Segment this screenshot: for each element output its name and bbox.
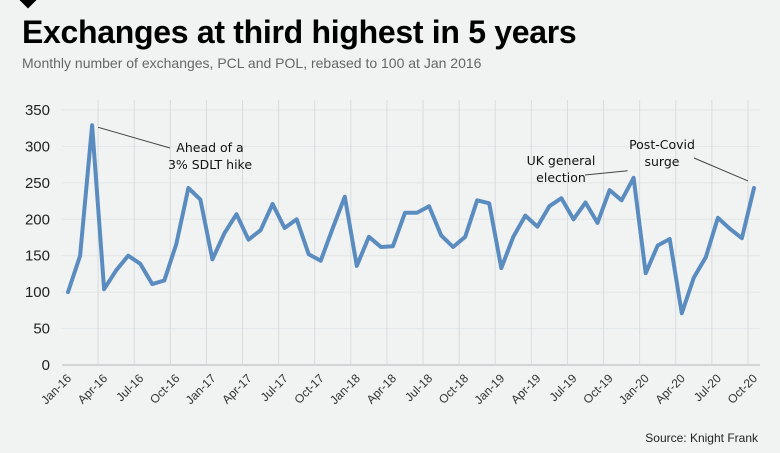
y-tick-label: 50 [33,321,50,338]
x-tick-label: Jul-20 [691,371,724,404]
x-tick-label: Jan-16 [38,371,74,407]
series-layer [66,123,756,316]
x-tick-label: Oct-16 [147,371,183,407]
source-note: Source: Knight Frank [645,431,758,445]
annotations-layer: Ahead of a 3% SDLT hike UK general election… [97,126,749,185]
annotation-label: Post-Covid [629,137,695,152]
y-tick-label: 300 [25,138,50,155]
series-line [66,123,756,316]
annotation-leader-line [97,126,171,149]
x-tick-label: Apr-16 [75,371,111,407]
annotation-label: Ahead of a [176,140,243,155]
x-tick-label: Jan-20 [616,371,652,407]
x-tick-label: Apr-19 [508,371,544,407]
x-tick-label: Oct-18 [436,371,472,407]
y-tick-label: 100 [25,284,50,301]
x-tick-label: Apr-20 [653,371,689,407]
x-tick-label: Jul-17 [258,371,291,404]
x-tick-label: Jul-19 [547,371,580,404]
chart-title: Exchanges at third highest in 5 years [22,14,577,50]
x-tick-label: Oct-17 [291,371,327,407]
y-axis-ticks: 0 50 100 150 200 250 300 350 [25,102,50,374]
x-tick-label: Oct-20 [725,371,761,407]
x-tick-label: Jan-18 [327,371,363,407]
annotation-label: election [536,170,586,185]
y-tick-label: 350 [25,102,50,119]
x-tick-label: Jul-16 [113,371,146,404]
x-axis-ticks: Jan-16 Apr-16 Jul-16 Oct-16 Jan-17 Apr-17 Jul-… [38,371,760,407]
x-tick-label: Jan-19 [472,371,508,407]
x-tick-label: Jan-17 [183,371,219,407]
y-tick-label: 0 [42,357,50,374]
y-tick-label: 150 [25,248,50,265]
annotation-label: surge [645,154,680,169]
chart-subtitle: Monthly number of exchanges, PCL and POL… [22,55,482,71]
annotation-leader-line [584,170,628,176]
annotation-leader-line [693,157,749,182]
annotation-label: 3% SDLT hike [168,157,252,172]
x-tick-label: Apr-17 [219,371,255,407]
annotation-label: UK general [527,153,596,168]
y-tick-label: 250 [25,175,50,192]
x-tick-label: Apr-18 [364,371,400,407]
x-tick-label: Oct-19 [580,371,616,407]
x-tick-label: Jul-18 [402,371,435,404]
y-tick-label: 200 [25,211,50,228]
gridlines [62,100,760,366]
